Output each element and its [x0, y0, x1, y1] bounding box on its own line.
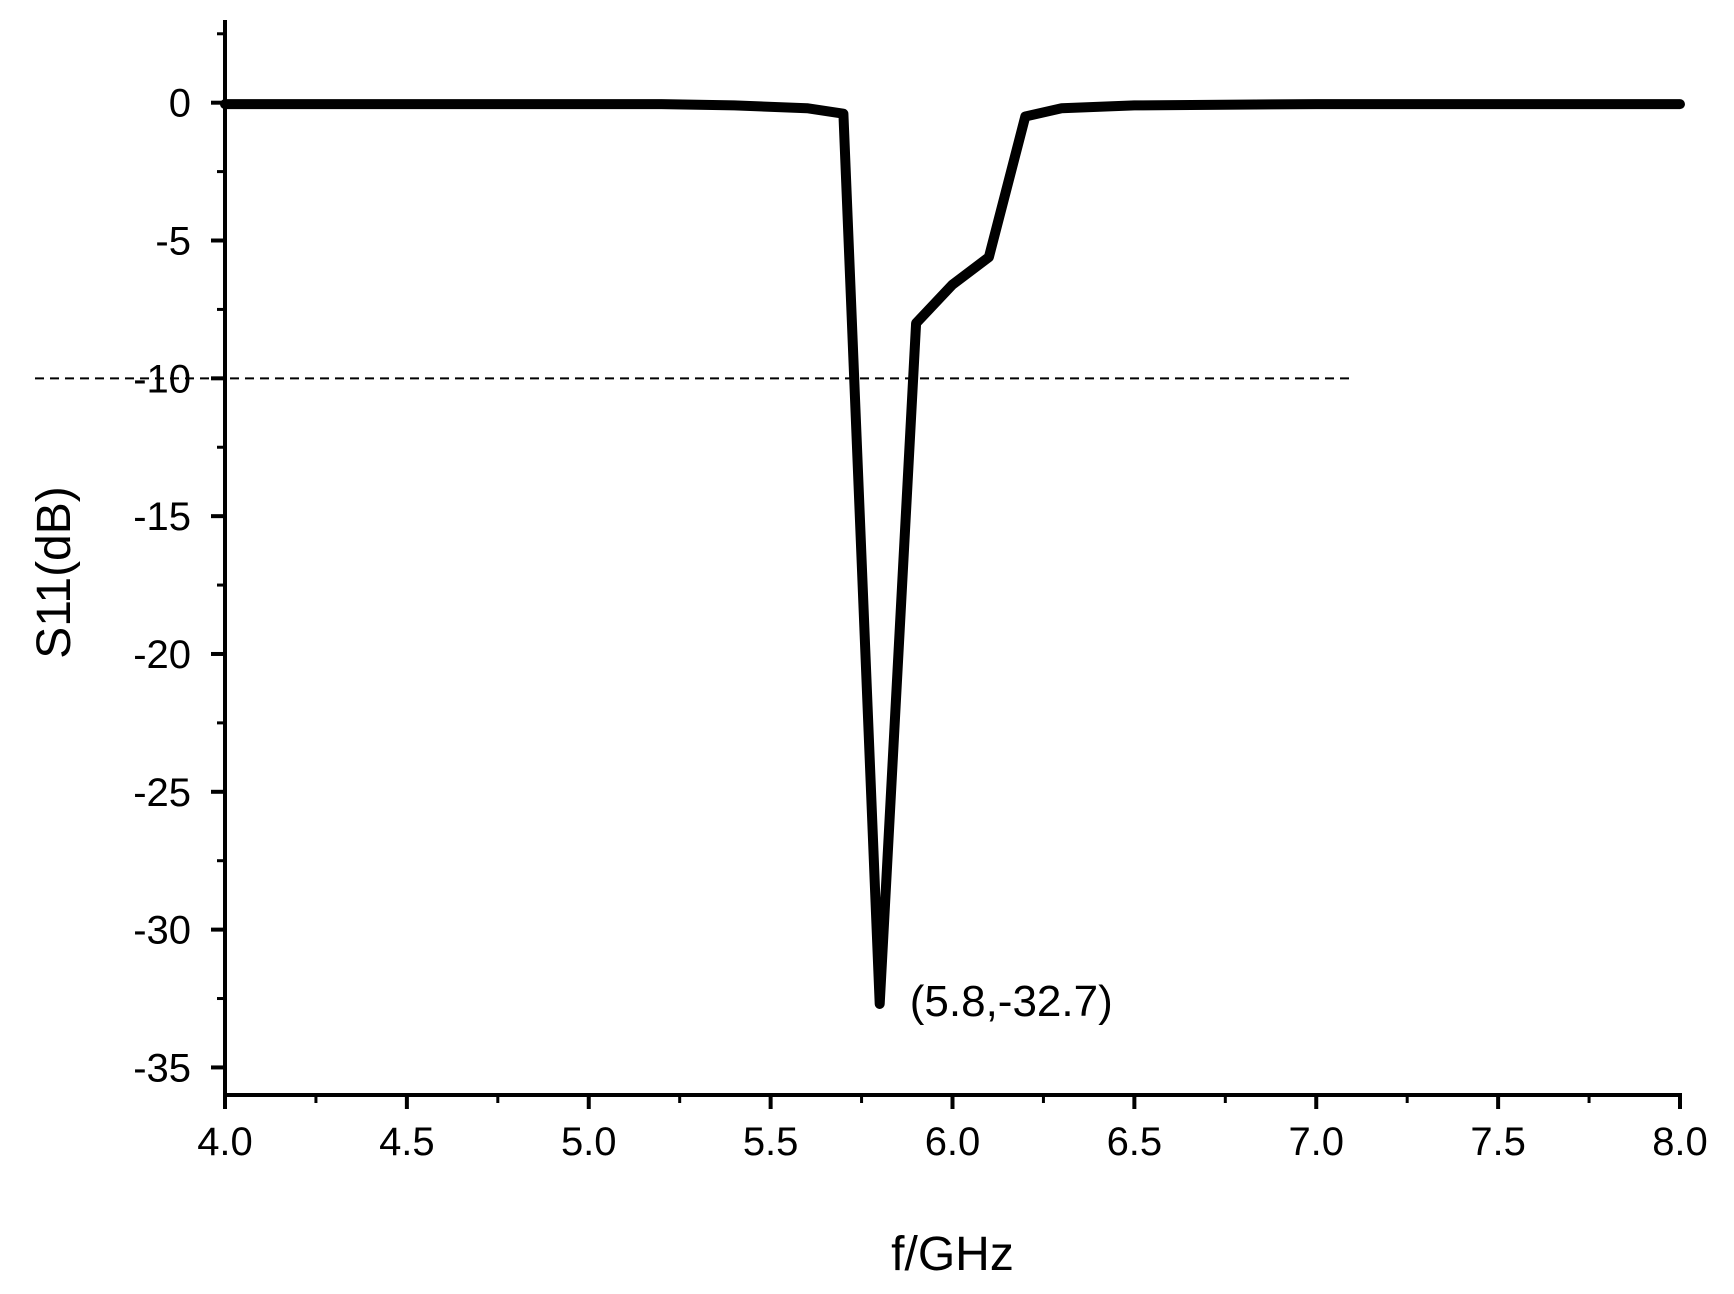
y-tick-label: -5 — [155, 220, 191, 264]
x-tick-label: 6.0 — [925, 1120, 981, 1164]
y-tick-label: -30 — [133, 909, 191, 953]
s11-data-point — [879, 1004, 880, 1005]
x-tick-label: 5.5 — [743, 1120, 799, 1164]
s11-data-point — [661, 104, 662, 105]
series-layer — [220, 99, 1685, 1009]
s11-data-point — [734, 105, 735, 106]
s11-data-point — [952, 284, 953, 285]
axes-layer — [223, 20, 1682, 1097]
s11-series-line — [220, 99, 1685, 1009]
x-tick-label: 4.0 — [197, 1120, 253, 1164]
y-tick-label: -10 — [133, 357, 191, 401]
y-tick-label: -35 — [133, 1046, 191, 1090]
minimum-annotation: (5.8,-32.7) — [910, 977, 1113, 1026]
tick-labels-layer: 4.0 4.5 5.0 5.5 6.0 6.5 7.0 7.5 8.0 0 -5 -10 -15 -20 -… — [133, 82, 1708, 1164]
x-tick-label: 5.0 — [561, 1120, 617, 1164]
s11-data-point — [1061, 108, 1062, 109]
y-tick-label: 0 — [169, 82, 191, 126]
s11-data-point — [1134, 105, 1135, 106]
s11-data-point — [916, 323, 917, 324]
x-tick-label: 7.5 — [1470, 1120, 1526, 1164]
y-tick-label: -15 — [133, 495, 191, 539]
s11-data-point — [1025, 116, 1026, 117]
s11-data-point — [1316, 104, 1317, 105]
y-axis-title: S11(dB) — [28, 486, 81, 659]
ticks-layer — [211, 32, 1682, 1109]
y-tick-label: -25 — [133, 771, 191, 815]
s11-data-point — [843, 113, 844, 114]
x-tick-label: 6.5 — [1107, 1120, 1163, 1164]
s11-data-point — [807, 108, 808, 109]
x-tick-label: 7.0 — [1288, 1120, 1344, 1164]
s11-data-point — [406, 104, 407, 105]
y-tick-label: -20 — [133, 633, 191, 677]
s11-data-point — [1680, 104, 1681, 105]
x-axis-title: f/GHz — [891, 1228, 1014, 1281]
s11-data-point — [588, 104, 589, 105]
x-tick-label: 4.5 — [379, 1120, 435, 1164]
s11-data-point — [988, 257, 989, 258]
x-tick-label: 8.0 — [1652, 1120, 1708, 1164]
